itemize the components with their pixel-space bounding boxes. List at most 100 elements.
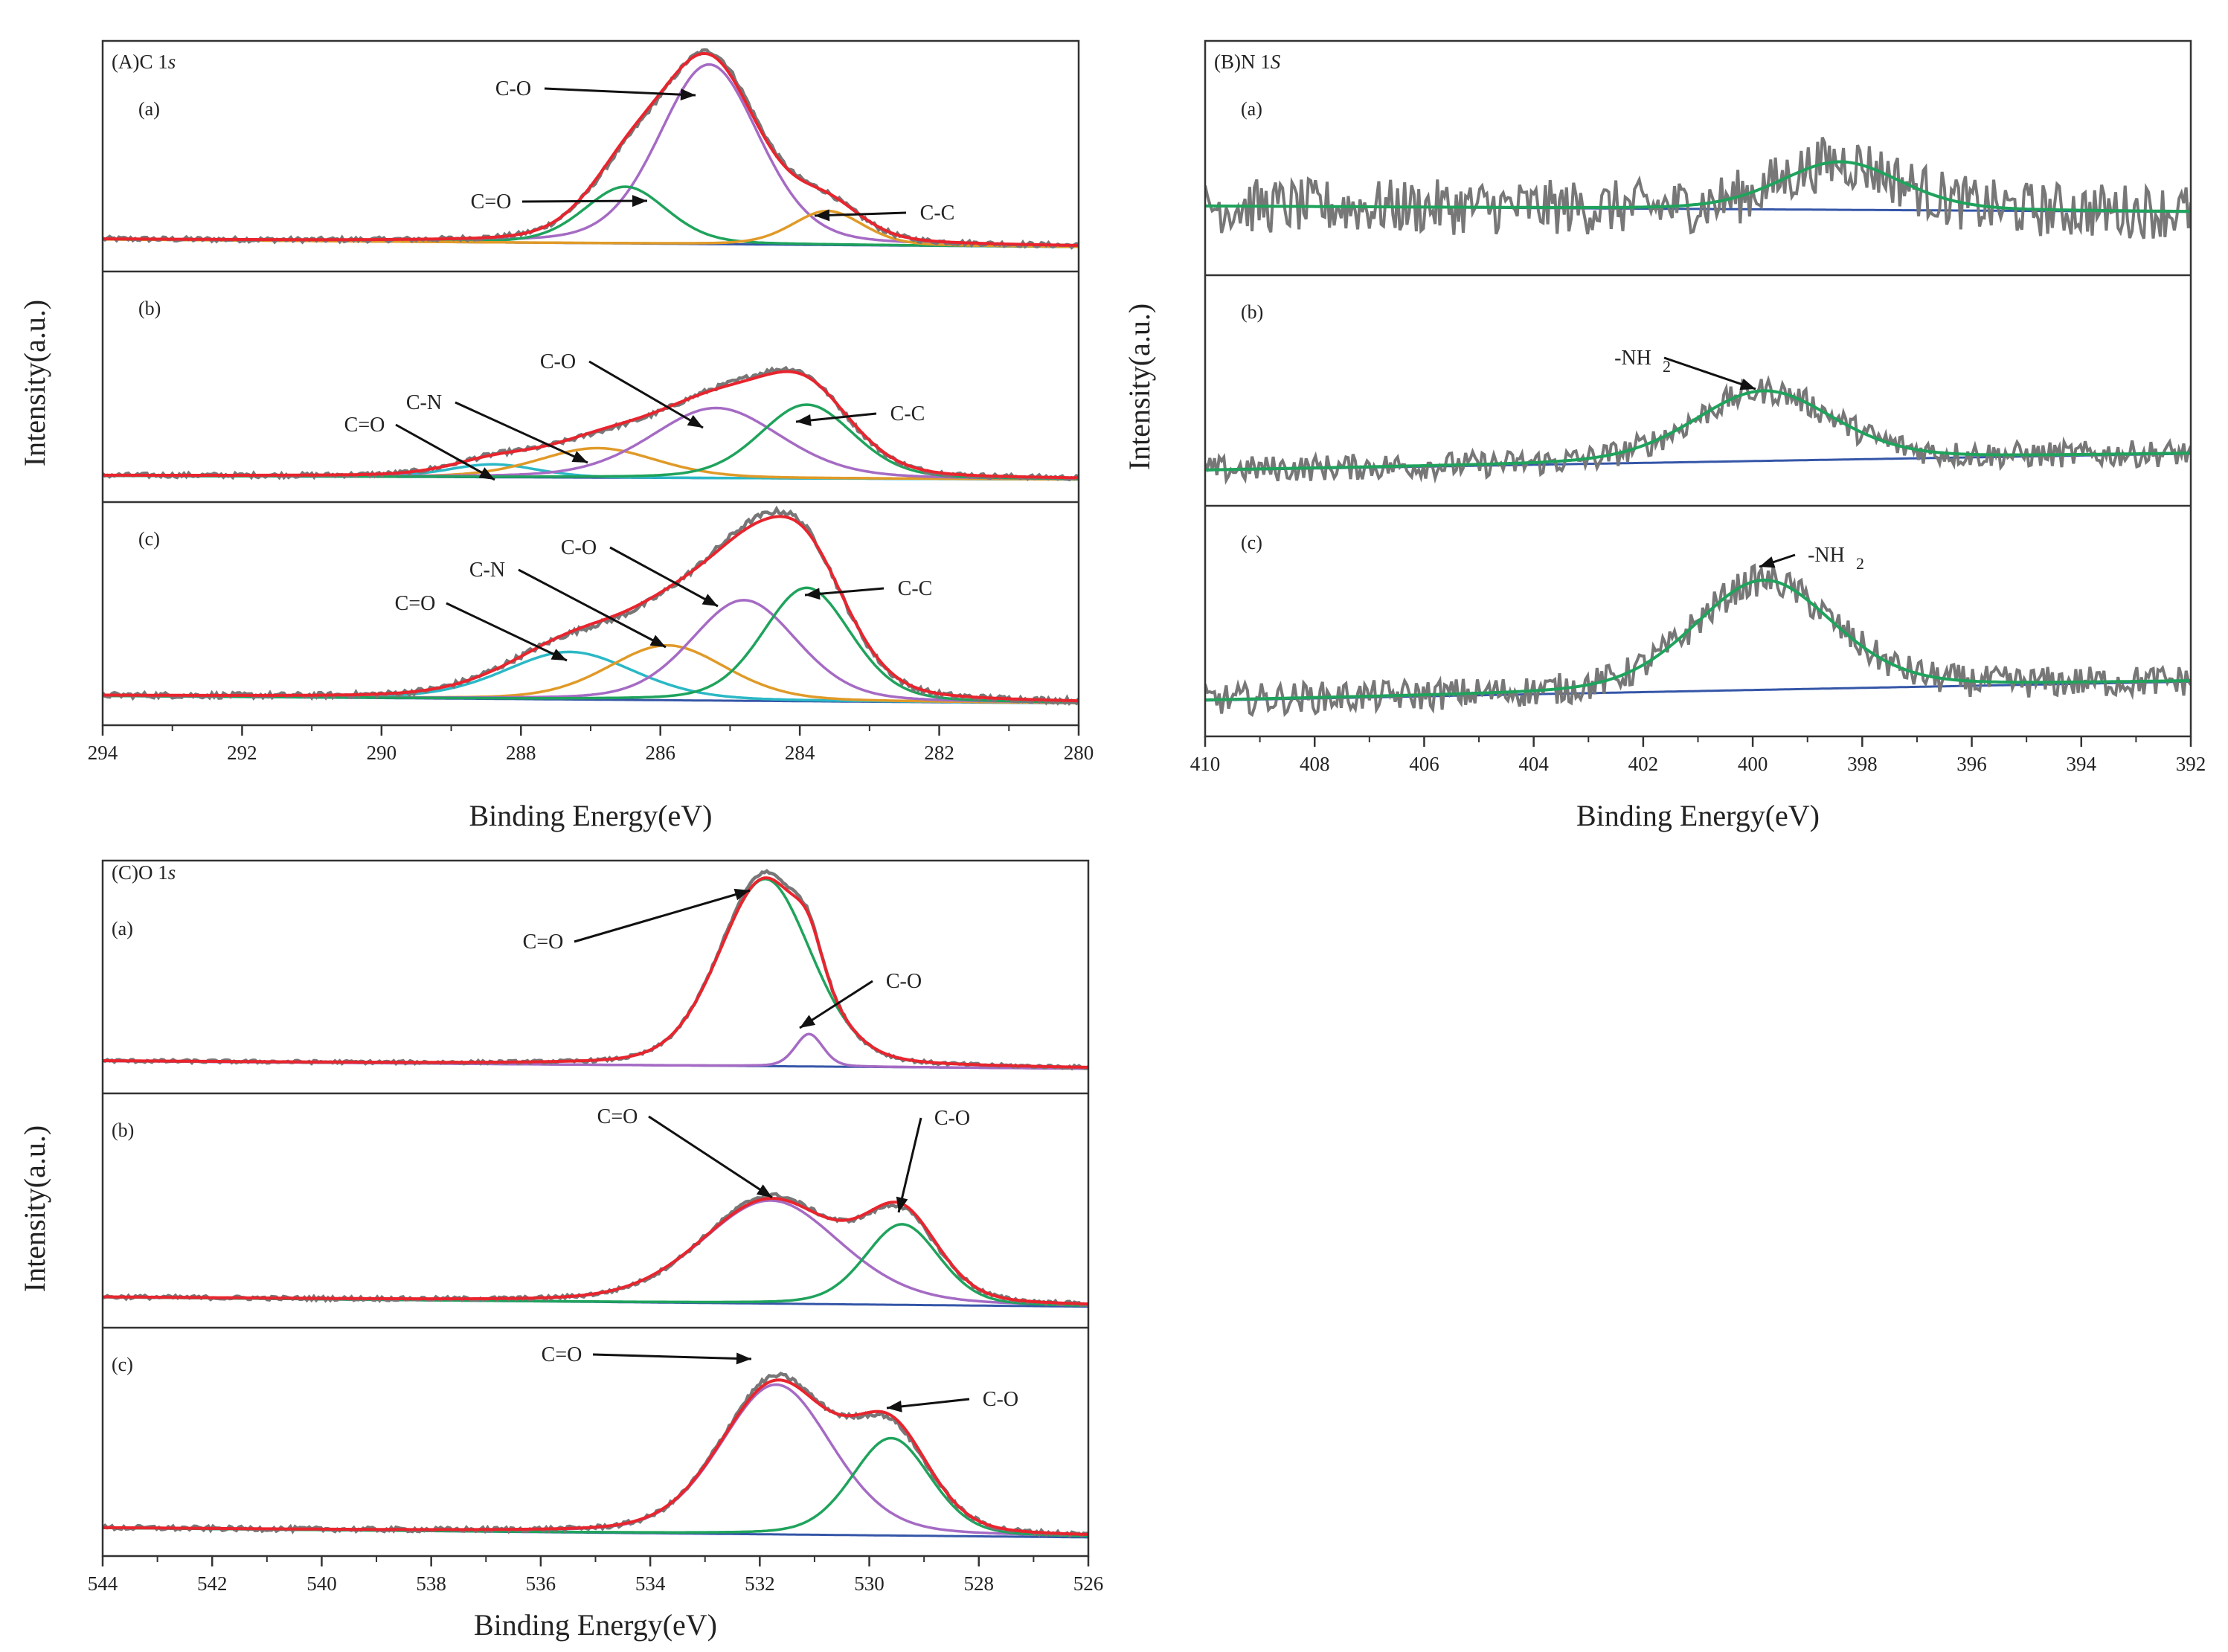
subplot-label: (b) [1241, 301, 1263, 323]
annotation-arrow [518, 568, 667, 649]
panel-title: (B)N 1S [1214, 51, 1281, 73]
annotation-arrow [1663, 356, 1756, 390]
panel-title-main: (A)C 1 [112, 51, 168, 73]
peak-annotation: C=O [395, 592, 436, 615]
annotation-arrowhead [896, 1196, 908, 1212]
subplot-A-a: (a) C-O C=O C-C [103, 48, 1079, 250]
peak-fit-overlay [1205, 160, 2191, 213]
panel-title-main: (C)O 1 [112, 861, 168, 884]
annotation-arrowhead [687, 415, 703, 428]
plot-frame [101, 859, 1090, 1558]
annotation-arrowhead [649, 634, 666, 647]
peak-fit-cc [103, 403, 1079, 481]
peak-fit-cc [103, 586, 1079, 704]
peak-annotation: C-O [934, 1107, 970, 1130]
annotation-arrowhead [887, 1400, 902, 1412]
peak-annotation-subscript: 2 [1663, 357, 1671, 376]
x-tick-label: 282 [924, 742, 954, 764]
x-axis-label: Binding Energy(eV) [469, 799, 713, 832]
subplot-label: (b) [138, 298, 161, 319]
x-tick-label: 280 [1064, 742, 1094, 764]
annotation-arrowhead [756, 1184, 772, 1198]
panel-A: (a) C-O C=O C-C (b) C=O C-N C-O C-C (c) C=O C-N C-O C… [18, 39, 1094, 832]
annotation-arrow [588, 360, 704, 429]
peak-fit-co [103, 406, 1079, 481]
subplot-B-c: (c) -NH 2 [1205, 532, 2191, 718]
peak-fit-co [103, 878, 1088, 1069]
annotation-arrow [446, 602, 568, 662]
y-axis-label: Intensity(a.u.) [18, 300, 51, 466]
peak-annotation: C=O [344, 414, 385, 437]
x-tick-label: 534 [635, 1572, 666, 1595]
raw-spectrum [1205, 563, 2191, 718]
x-axis-label: Binding Energy(eV) [1576, 799, 1820, 832]
x-tick-label: 526 [1073, 1572, 1104, 1595]
x-tick-label: 392 [2176, 753, 2206, 775]
envelope-fit [103, 370, 1079, 480]
subplot-C-b: (b) C=O C-O [103, 1105, 1088, 1308]
panel-C: (a) C=O C-O (b) C=O C-O (c) C=O C-O (C)O 1s 544 542… [18, 859, 1104, 1642]
peak-annotation: -NH [1808, 544, 1845, 567]
x-tick-label: 284 [785, 742, 815, 764]
annotation-arrowhead [632, 195, 647, 208]
peak-annotation: C-O [983, 1388, 1018, 1411]
x-tick-label: 410 [1190, 753, 1221, 775]
peak-annotation: -NH [1614, 347, 1651, 370]
raw-spectrum [103, 869, 1088, 1071]
annotation-arrow [521, 199, 648, 203]
peak-fit-overlay [1205, 389, 2191, 472]
peak-annotation: C-O [561, 536, 597, 559]
raw-spectrum [1205, 136, 2191, 240]
annotation-arrowhead [1759, 556, 1776, 568]
peak-fit-co [103, 599, 1079, 704]
raw-spectrum [103, 1371, 1088, 1539]
peak-annotation: C-O [540, 350, 576, 373]
annotation-arrow [395, 423, 495, 481]
subplot-label: (b) [112, 1119, 134, 1141]
panel-title-italic: s [168, 51, 176, 73]
subplot-B-b: (b) -NH 2 [1205, 301, 2191, 485]
x-axis-label: Binding Energy(eV) [474, 1608, 717, 1642]
annotation-arrow [609, 546, 719, 608]
peak-annotation-subscript: 2 [1856, 554, 1864, 573]
panel-title-main: (B)N 1 [1214, 51, 1271, 73]
annotation-arrowhead [736, 1352, 751, 1365]
envelope-fit [103, 1378, 1088, 1536]
panel-title-italic: S [1271, 51, 1281, 73]
subplot-label: (a) [1241, 98, 1262, 120]
annotation-arrowhead [550, 649, 567, 661]
annotation-arrowhead [800, 1015, 816, 1028]
x-tick-label: 528 [964, 1572, 995, 1595]
x-tick-label: 406 [1409, 753, 1439, 775]
annotation-arrow [455, 401, 588, 464]
peak-annotation: C-O [495, 77, 531, 100]
annotation-arrowhead [702, 594, 718, 606]
peak-fit-co [103, 1383, 1088, 1537]
annotation-arrowhead [1739, 378, 1756, 390]
peak-annotation: C=O [597, 1105, 638, 1128]
peak-annotation: C-C [920, 202, 955, 225]
subplot-C-a: (a) C=O C-O [103, 869, 1088, 1071]
x-tick-label: 530 [854, 1572, 885, 1595]
subplot-label: (c) [112, 1354, 133, 1375]
x-tick-label: 540 [306, 1572, 337, 1595]
panel-title-italic: s [168, 861, 176, 884]
annotation-arrowhead [680, 89, 696, 101]
annotation-arrow [648, 1115, 773, 1199]
raw-spectrum [103, 365, 1079, 482]
x-tick-label: 286 [645, 742, 675, 764]
annotation-arrow [544, 87, 696, 97]
panel-title: (A)C 1s [112, 51, 176, 73]
y-axis-label: Intensity(a.u.) [18, 1125, 51, 1292]
envelope-fit [103, 51, 1079, 247]
annotation-arrow [897, 1117, 922, 1213]
x-tick-label: 294 [88, 742, 118, 764]
envelope-fit [103, 515, 1079, 703]
peak-annotation: C-C [898, 577, 933, 600]
annotation-arrow [814, 211, 907, 217]
peak-annotation: C=O [523, 931, 564, 954]
annotation-arrowhead [815, 209, 830, 222]
x-tick-label: 404 [1518, 753, 1549, 775]
x-tick-label: 398 [1847, 753, 1878, 775]
